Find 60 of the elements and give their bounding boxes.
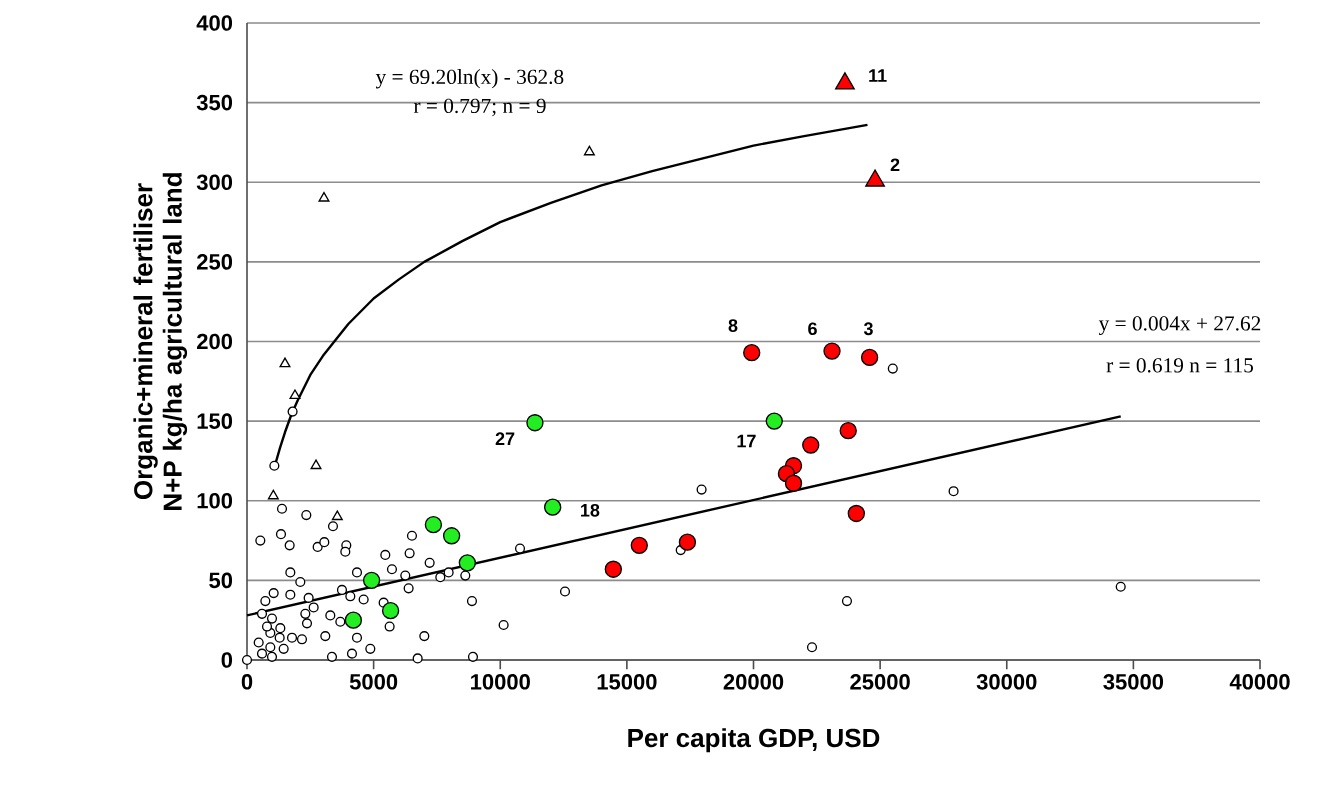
- point: [743, 343, 761, 362]
- y-tick-label: 250: [197, 254, 233, 270]
- x-tick-label: 40000: [1229, 674, 1290, 690]
- y-tick-label: 200: [197, 333, 233, 350]
- y-axis-title: Organic+mineral fertiliser N+P kg/ha agricultural land: [133, 173, 188, 510]
- y-tick-label: 0: [221, 652, 233, 668]
- point: [424, 515, 443, 534]
- x-tick-label: 15000: [597, 674, 657, 690]
- annotation: 3: [863, 322, 873, 336]
- point: [267, 489, 279, 500]
- x-tick-label: 10000: [471, 674, 530, 690]
- x-tick-label: 5000: [349, 674, 398, 690]
- point: [458, 554, 476, 572]
- annotation: y = 0.004x + 27.62: [1098, 316, 1261, 335]
- point: [678, 533, 697, 551]
- x-tick-label: 25000: [850, 674, 910, 690]
- point: [344, 611, 363, 629]
- y-tick-label: 400: [196, 15, 233, 31]
- annotation: 2: [890, 158, 900, 172]
- y-tick-label: 150: [197, 413, 233, 429]
- x-tick-label: 35000: [1103, 674, 1164, 690]
- point: [860, 348, 879, 367]
- point: [835, 72, 855, 90]
- point: [381, 601, 400, 620]
- point: [784, 474, 803, 492]
- y-tick-label: 100: [197, 492, 233, 509]
- point: [310, 459, 322, 470]
- x-axis-title: Per capita GDP, USD: [628, 728, 880, 753]
- annotation: 11: [869, 69, 887, 82]
- annotation: 27: [495, 432, 515, 445]
- point: [362, 571, 381, 590]
- y-tick-label: 300: [196, 174, 233, 191]
- point: [802, 436, 820, 454]
- point: [630, 536, 648, 555]
- annotation: 18: [581, 503, 600, 517]
- annotation: 8: [728, 319, 738, 332]
- annotation: 17: [737, 434, 756, 448]
- point: [865, 169, 885, 187]
- point: [604, 560, 622, 578]
- x-tick-label: 20000: [723, 674, 784, 690]
- point: [331, 510, 343, 521]
- y-tick-label: 350: [196, 94, 233, 111]
- annotation: y = 69.20ln(x) - 362.8: [375, 69, 564, 89]
- annotation: r = 0.619 n = 115: [1106, 358, 1253, 373]
- point: [544, 498, 562, 516]
- point: [823, 342, 841, 360]
- point: [318, 191, 330, 202]
- annotation: r = 0.797; n = 9: [413, 98, 546, 117]
- x-tick-label: 30000: [976, 674, 1037, 690]
- y-tick-label: 50: [209, 572, 233, 589]
- point: [847, 504, 865, 523]
- annotation: 6: [808, 322, 817, 336]
- point: [442, 527, 461, 545]
- point: [289, 389, 301, 400]
- point: [526, 414, 544, 432]
- point: [765, 412, 783, 430]
- point: [839, 422, 857, 440]
- point: [279, 357, 291, 368]
- point: [583, 145, 595, 156]
- x-tick-label: 0: [241, 674, 253, 690]
